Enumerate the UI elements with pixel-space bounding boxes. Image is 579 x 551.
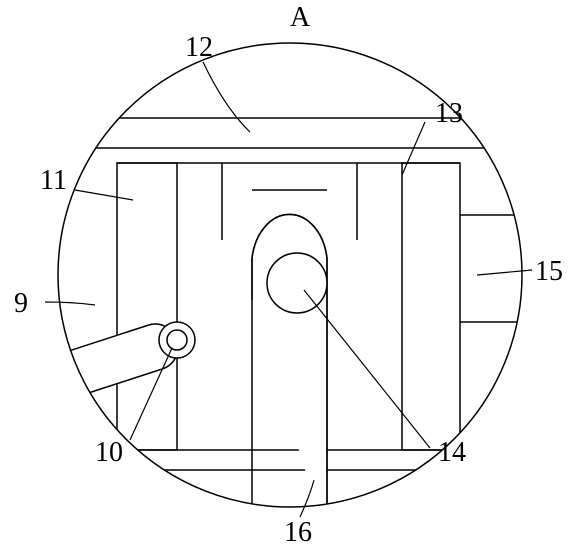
label-11: 11 bbox=[40, 165, 67, 197]
label-14: 14 bbox=[438, 437, 466, 469]
label-9: 9 bbox=[14, 288, 28, 320]
diagram-svg bbox=[0, 0, 579, 551]
leader-9 bbox=[45, 302, 95, 305]
technical-diagram: A 12 11 9 10 13 15 14 16 bbox=[0, 0, 579, 551]
label-16: 16 bbox=[284, 517, 312, 549]
label-10: 10 bbox=[95, 437, 123, 469]
part-14 bbox=[267, 253, 327, 313]
label-A: A bbox=[290, 2, 310, 34]
label-15: 15 bbox=[535, 256, 563, 288]
mechanical-parts bbox=[13, 118, 560, 540]
part-11 bbox=[117, 163, 177, 450]
leader-11 bbox=[75, 190, 133, 200]
label-13: 13 bbox=[435, 98, 463, 130]
leader-15 bbox=[477, 270, 532, 275]
part-15-column bbox=[402, 163, 460, 450]
part-12 bbox=[20, 118, 560, 148]
part-10 bbox=[159, 322, 195, 358]
part-9 bbox=[13, 318, 184, 413]
leader-16 bbox=[300, 480, 314, 517]
leader-12 bbox=[203, 62, 250, 132]
label-12: 12 bbox=[185, 32, 213, 64]
